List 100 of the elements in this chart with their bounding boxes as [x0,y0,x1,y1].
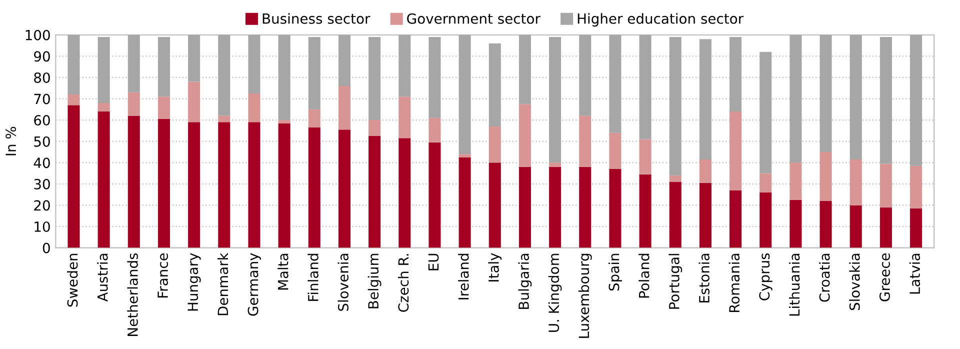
bar [248,122,260,248]
bar [488,126,501,163]
bar [760,192,772,248]
bar [579,116,592,167]
bar [188,122,200,248]
bar [98,37,110,104]
bar [248,93,260,122]
x-tick-label: Romania [728,254,740,312]
bar [760,52,772,174]
x-tick-label: Croatia [819,254,830,302]
bar [579,166,592,248]
bar [910,166,922,208]
y-tick-label: 40 [34,158,50,168]
x-tick-label: France [158,253,168,298]
bar [458,34,471,154]
x-tick-label: Italy [488,253,502,282]
x-tick-label: Slovakia [849,254,860,310]
bar [428,118,441,142]
bar [669,37,682,176]
bar [68,105,80,248]
bar [398,34,411,97]
bar [428,142,441,248]
y-tick-label: 70 [34,94,50,104]
bar [338,34,350,86]
bar [68,94,80,106]
x-tick-label: Ireland [458,254,469,300]
bar [158,37,170,97]
bar [790,162,802,200]
bar [158,96,170,119]
x-tick-label: U. Kingdom [548,254,562,332]
x-tick-label: Latvia [909,254,920,294]
bar [609,132,622,170]
y-axis-title: In % [6,126,16,156]
bar [458,157,471,248]
x-tick-label: Bulgaria [518,254,532,309]
bar [820,200,832,248]
bar [338,86,350,130]
bar [368,37,381,120]
bar [188,34,200,82]
bar [278,123,290,248]
bar [880,37,892,164]
bar [880,164,892,208]
x-tick-label: Hungary [188,253,201,311]
x-tick-label: Finland [308,254,318,301]
x-tick-label: EU [428,254,439,270]
bar [850,159,862,206]
bar [98,103,110,112]
bar [699,159,712,183]
bar [308,109,320,128]
x-tick-label: Poland [638,254,650,298]
bar [98,112,110,248]
bar [549,166,562,248]
bar [609,169,622,248]
bar [850,205,862,248]
x-tick-label: Belgium [368,254,382,308]
bar [278,120,290,124]
y-tick-label: 20 [34,200,50,211]
bar [790,200,802,248]
bar [248,34,260,94]
bar [368,136,381,248]
bar [699,39,712,160]
x-tick-label: Greece [879,253,890,302]
bar [308,128,320,248]
bar [518,166,531,248]
bar [218,122,230,248]
bar [699,182,712,248]
bar [609,34,622,133]
bar [158,118,170,248]
bar [278,34,290,120]
x-tick-label: Netherlands [127,253,138,336]
y-tick-label: 0 [42,242,50,254]
bar [639,34,652,140]
bar [820,34,832,152]
bar [398,96,411,138]
bar [880,207,892,248]
bar [128,92,140,116]
bar [549,37,562,163]
x-tick-label: Luxembourg [578,254,592,338]
bar [820,152,832,201]
bar [368,120,381,136]
y-tick-label: 30 [34,178,50,190]
x-tick-label: Estonia [698,254,710,302]
x-tick-label: Malta [278,254,288,290]
bar [639,174,652,248]
x-tick-label: Denmark [217,252,228,316]
bar [790,34,802,163]
legend-label: Higher education sector [578,13,744,27]
x-tick-label: Austria [97,254,108,302]
bar [428,37,441,118]
legend-label: Government sector [407,13,540,24]
y-tick-label: 50 [34,136,50,147]
bar [458,154,471,158]
bar [128,34,140,92]
bar [549,162,562,167]
bar [910,208,922,248]
bar [488,43,501,126]
bar [669,182,682,248]
bar [218,116,230,122]
bar [910,34,922,166]
bar [518,104,531,167]
